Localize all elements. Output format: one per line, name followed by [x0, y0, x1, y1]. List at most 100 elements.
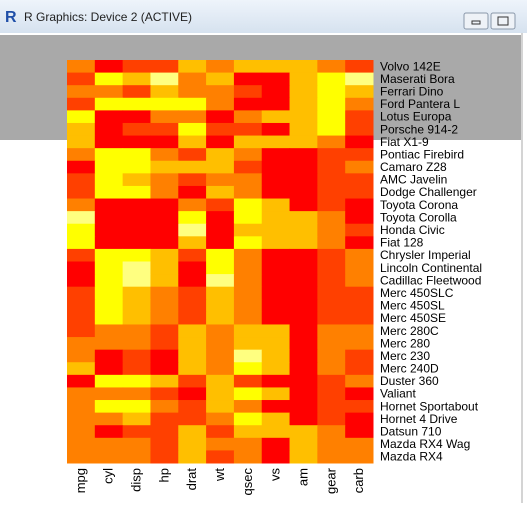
- heat-cell: [345, 198, 374, 212]
- heat-cell: [345, 211, 374, 225]
- heat-cell: [150, 248, 179, 262]
- heat-cell: [233, 248, 263, 262]
- heat-cell: [289, 173, 318, 187]
- heat-cell: [233, 299, 263, 313]
- heat-cell: [67, 337, 96, 351]
- heat-cell: [94, 286, 124, 300]
- heat-cell: [94, 349, 124, 363]
- heat-cell: [289, 362, 318, 376]
- heat-cell: [206, 160, 235, 174]
- heat-cell: [178, 400, 207, 414]
- column-label: am: [295, 468, 310, 486]
- heat-cell: [94, 72, 124, 86]
- heat-cell: [233, 324, 263, 338]
- heat-cell: [94, 148, 124, 162]
- heat-cell: [122, 349, 151, 363]
- heat-cell: [317, 400, 346, 414]
- heat-cell: [94, 400, 124, 414]
- heat-cell: [122, 148, 151, 162]
- heat-cell: [150, 337, 179, 351]
- heat-cell: [94, 185, 124, 200]
- heat-cell: [261, 311, 291, 325]
- heat-cell: [122, 299, 151, 313]
- heat-cell: [289, 286, 318, 300]
- heat-cell: [289, 72, 318, 86]
- row-label: Merc 280: [380, 336, 430, 350]
- heat-cell: [206, 261, 235, 275]
- heat-cell: [150, 236, 179, 250]
- heat-cell: [178, 236, 207, 250]
- heat-cell: [261, 337, 291, 351]
- column-label: disp: [129, 468, 144, 492]
- heat-cell: [94, 248, 124, 262]
- heat-cell: [178, 97, 207, 111]
- heat-cell: [317, 311, 346, 325]
- heat-cell: [178, 349, 207, 363]
- heat-cell: [345, 412, 374, 426]
- heat-cell: [150, 387, 179, 401]
- heat-cell: [150, 72, 179, 86]
- heat-cell: [261, 198, 291, 212]
- heat-cell: [150, 299, 179, 313]
- row-label: Dodge Challenger: [380, 185, 477, 199]
- heat-cell: [206, 85, 235, 99]
- heat-cell: [289, 412, 318, 426]
- heat-cell: [289, 160, 318, 174]
- heat-cell: [67, 261, 96, 275]
- heat-cell: [122, 324, 151, 338]
- heat-cell: [67, 311, 96, 325]
- heat-cell: [178, 85, 207, 99]
- heat-cell: [122, 173, 151, 187]
- heat-cell: [67, 324, 96, 338]
- heat-cell: [233, 337, 263, 351]
- heat-cell: [206, 311, 235, 325]
- column-label: wt: [212, 468, 227, 482]
- heat-cell: [317, 122, 346, 137]
- heat-cell: [94, 122, 124, 137]
- heat-cell: [317, 425, 346, 439]
- heat-cell: [289, 349, 318, 363]
- heat-cell: [206, 211, 235, 225]
- heat-cell: [178, 223, 207, 237]
- heat-cell: [206, 122, 235, 137]
- heat-cell: [94, 274, 124, 288]
- heat-cell: [261, 135, 291, 149]
- heat-cell: [67, 211, 96, 225]
- heat-cell: [289, 261, 318, 275]
- heat-cell: [178, 274, 207, 288]
- heat-cell: [178, 437, 207, 451]
- heat-cell: [178, 211, 207, 225]
- heat-cell: [317, 274, 346, 288]
- heat-cell: [261, 148, 291, 162]
- maximize-button[interactable]: [490, 12, 516, 30]
- heat-cell: [233, 425, 263, 439]
- heat-cell: [150, 122, 179, 137]
- row-label: Lincoln Continental: [380, 261, 482, 275]
- heat-cell: [122, 387, 151, 401]
- heat-cell: [261, 85, 291, 99]
- heat-cell: [67, 173, 96, 187]
- minimize-button[interactable]: [463, 12, 489, 30]
- heat-cell: [345, 223, 374, 237]
- heat-cell: [67, 437, 96, 451]
- heat-cell: [261, 387, 291, 401]
- heat-cell: [233, 261, 263, 275]
- row-label: Merc 450SLC: [380, 286, 454, 300]
- heat-cell: [122, 72, 151, 86]
- heat-cell: [178, 160, 207, 174]
- heat-cell: [289, 198, 318, 212]
- heat-cell: [206, 60, 235, 74]
- row-label: Merc 450SL: [380, 299, 445, 313]
- heat-cell: [122, 412, 151, 426]
- heat-cell: [261, 110, 291, 124]
- heat-cell: [317, 60, 346, 74]
- heat-cell: [67, 450, 96, 464]
- heat-cell: [178, 60, 207, 74]
- heat-cell: [150, 60, 179, 74]
- heat-cell: [261, 72, 291, 86]
- heat-cell: [317, 211, 346, 225]
- row-label: Hornet Sportabout: [380, 399, 479, 413]
- heat-cell: [233, 97, 263, 111]
- heat-cell: [289, 425, 318, 439]
- heat-cell: [233, 110, 263, 124]
